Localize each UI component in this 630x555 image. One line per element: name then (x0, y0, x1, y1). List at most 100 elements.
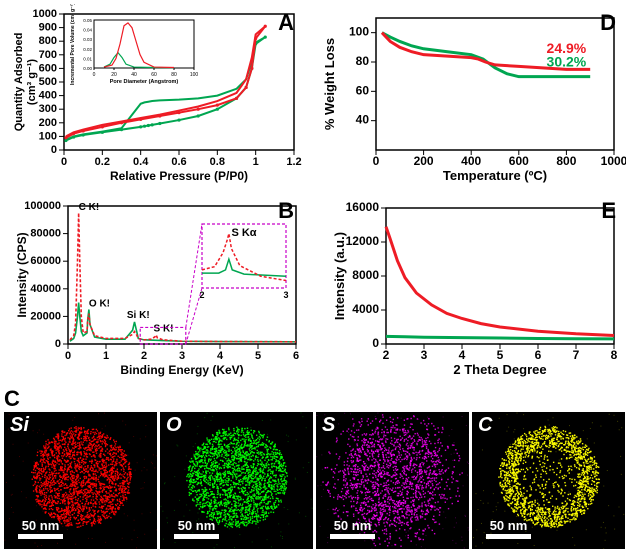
scale-bar-label: 50 nm (174, 518, 219, 533)
svg-text:0.04: 0.04 (83, 28, 92, 33)
scale-bar-label: 50 nm (330, 518, 375, 533)
svg-text:5: 5 (497, 348, 504, 362)
figure-grid: 00.20.40.60.811.201002003004005006007008… (0, 0, 630, 555)
svg-text:1000: 1000 (601, 154, 626, 168)
svg-text:100: 100 (349, 25, 369, 39)
element-map-Si: Si 50 nm (4, 412, 157, 549)
panel-A: 00.20.40.60.811.201002003004005006007008… (4, 4, 308, 186)
svg-text:100000: 100000 (24, 200, 61, 212)
svg-text:16000: 16000 (346, 200, 380, 214)
svg-text:40: 40 (131, 72, 137, 78)
element-label: C (478, 414, 492, 437)
svg-text:200: 200 (414, 154, 434, 168)
svg-text:3: 3 (179, 350, 185, 362)
svg-text:0.4: 0.4 (133, 156, 149, 168)
svg-text:0.02: 0.02 (83, 47, 92, 52)
svg-text:0.03: 0.03 (83, 37, 92, 42)
svg-text:60: 60 (151, 72, 157, 78)
element-maps-row: Si 50 nm O 50 nm S 50 nm C 50 nm (4, 412, 626, 549)
svg-text:100: 100 (39, 130, 57, 142)
svg-text:8000: 8000 (352, 268, 379, 282)
svg-text:S Kα: S Kα (231, 227, 256, 239)
svg-text:800: 800 (39, 35, 57, 47)
element-map-S: S 50 nm (316, 412, 469, 549)
panel-E: 2 3 4 5 6 7 8 0 4000 8000 12000 16000 2 Theta Degree… (320, 194, 626, 380)
panel-E-label: E (601, 198, 616, 224)
svg-text:0: 0 (373, 154, 380, 168)
svg-text:500: 500 (39, 76, 57, 88)
svg-text:40000: 40000 (30, 283, 61, 295)
svg-text:2: 2 (383, 348, 390, 362)
svg-text:7: 7 (573, 348, 580, 362)
svg-text:0: 0 (93, 72, 96, 78)
scale-bar (486, 534, 531, 539)
svg-text:400: 400 (461, 154, 481, 168)
svg-text:3: 3 (421, 348, 428, 362)
svg-text:Temperature (ºC): Temperature (ºC) (443, 168, 547, 183)
scale-bar (330, 534, 375, 539)
element-label: Si (10, 414, 29, 437)
panel-D-label: D (600, 10, 616, 36)
svg-text:4: 4 (459, 348, 466, 362)
svg-text:600: 600 (39, 62, 57, 74)
scale-bar-label: 50 nm (18, 518, 63, 533)
svg-text:S K!: S K! (154, 324, 174, 335)
svg-text:Relative Pressure (P/P0): Relative Pressure (P/P0) (110, 169, 248, 183)
svg-text:3: 3 (283, 290, 288, 300)
svg-text:200: 200 (39, 117, 57, 129)
svg-text:12000: 12000 (346, 234, 380, 248)
svg-text:0.2: 0.2 (95, 156, 110, 168)
svg-text:0.6: 0.6 (171, 156, 186, 168)
svg-text:60: 60 (356, 83, 370, 97)
svg-text:5: 5 (255, 350, 261, 362)
svg-text:0: 0 (51, 144, 57, 156)
svg-text:0: 0 (65, 350, 71, 362)
svg-text:700: 700 (39, 49, 57, 61)
panel-D: 02004006008001000406080100Temperature (º… (320, 4, 626, 186)
panel-B-svg: 0123456020000400006000080000100000Bindin… (4, 194, 308, 380)
panel-C-label: C (4, 386, 20, 412)
svg-text:2: 2 (199, 290, 204, 300)
svg-text:Binding Energy (KeV): Binding Energy (KeV) (120, 363, 243, 377)
panel-B: 0123456020000400006000080000100000Bindin… (4, 194, 308, 380)
svg-text:0.01: 0.01 (83, 56, 92, 61)
svg-text:8: 8 (611, 348, 618, 362)
element-label: O (166, 414, 182, 437)
svg-text:300: 300 (39, 103, 57, 115)
svg-text:20000: 20000 (30, 310, 61, 322)
svg-text:80: 80 (356, 54, 370, 68)
svg-text:6: 6 (535, 348, 542, 362)
svg-text:1: 1 (103, 350, 109, 362)
svg-text:0: 0 (372, 336, 379, 350)
svg-text:% Weight Loss: % Weight Loss (322, 38, 337, 130)
svg-text:0.05: 0.05 (83, 18, 92, 23)
svg-text:6: 6 (293, 350, 299, 362)
panel-A-label: A (278, 10, 294, 36)
svg-text:O K!: O K! (89, 299, 110, 310)
svg-text:4000: 4000 (352, 302, 379, 316)
svg-text:400: 400 (39, 90, 57, 102)
svg-text:0.00: 0.00 (83, 66, 92, 71)
scale-bar (18, 534, 63, 539)
element-map-O: O 50 nm (160, 412, 313, 549)
svg-text:1: 1 (253, 156, 259, 168)
svg-text:0: 0 (61, 156, 67, 168)
scale-bar-label: 50 nm (486, 518, 531, 533)
panel-E-svg: 2 3 4 5 6 7 8 0 4000 8000 12000 16000 2 Theta Degree… (320, 194, 626, 380)
svg-text:Pore Diameter (Angstrom): Pore Diameter (Angstrom) (110, 79, 179, 85)
svg-text:600: 600 (509, 154, 529, 168)
svg-text:C K!: C K! (79, 202, 100, 213)
svg-text:2 Theta Degree: 2 Theta Degree (453, 362, 546, 377)
svg-text:Intensity (CPS): Intensity (CPS) (15, 232, 29, 317)
svg-text:900: 900 (39, 22, 57, 34)
panel-B-label: B (278, 198, 294, 224)
svg-text:800: 800 (556, 154, 576, 168)
svg-text:2: 2 (141, 350, 147, 362)
element-label: S (322, 414, 335, 437)
svg-text:1000: 1000 (33, 8, 57, 20)
svg-text:80000: 80000 (30, 228, 61, 240)
svg-text:80: 80 (171, 72, 177, 78)
svg-text:Incremental Pore Volume (cm³ g: Incremental Pore Volume (cm³ g⁻¹) (70, 4, 76, 85)
svg-text:60000: 60000 (30, 255, 61, 267)
svg-text:0.8: 0.8 (210, 156, 225, 168)
